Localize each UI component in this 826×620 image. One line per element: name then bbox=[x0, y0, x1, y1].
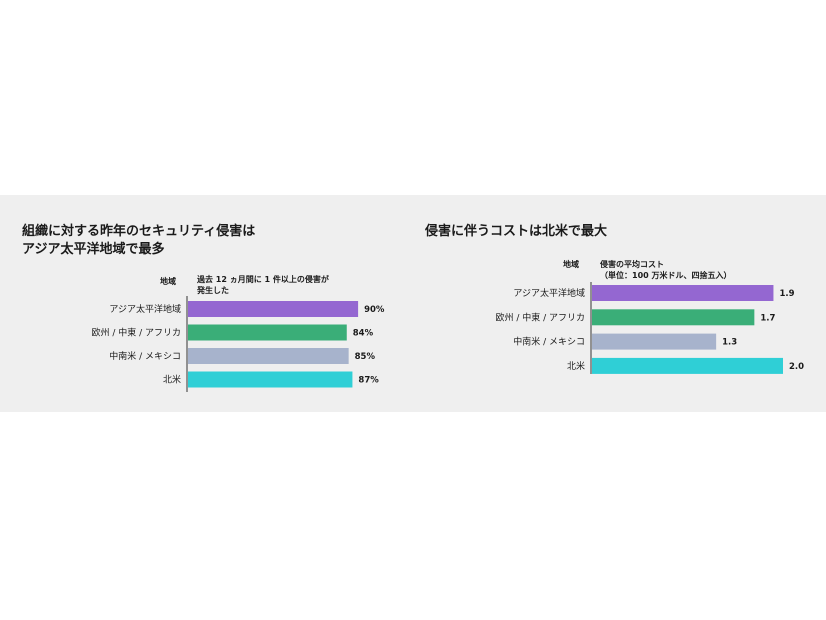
chart-panel-background bbox=[0, 195, 826, 412]
chart1-value-label: 87% bbox=[358, 376, 379, 386]
chart2-bar bbox=[592, 357, 783, 374]
chart2-category-label: 中南米 / メキシコ bbox=[513, 336, 585, 348]
chart1-title: 組織に対する昨年のセキュリティ侵害は アジア太平洋地域で最多 bbox=[22, 223, 342, 259]
chart1-value-label: 85% bbox=[355, 352, 376, 362]
chart2-bar bbox=[592, 333, 717, 350]
chart1-bar bbox=[188, 371, 353, 388]
chart1-value-header-line2: 発生した bbox=[197, 286, 229, 295]
chart1-category-label: アジア太平洋地域 bbox=[109, 303, 181, 315]
chart1-value-label: 84% bbox=[353, 329, 374, 339]
chart2-bar bbox=[592, 285, 774, 301]
chart1-title-line1: 組織に対する昨年のセキュリティ侵害は bbox=[22, 224, 256, 239]
chart1-category-label: 北米 bbox=[163, 374, 181, 386]
chart1-bar bbox=[188, 301, 359, 317]
chart2-category-label: アジア太平洋地域 bbox=[513, 287, 585, 299]
chart2-value-header: 侵害の平均コスト （単位：100 万米ドル、四捨五入） bbox=[600, 259, 820, 281]
chart1-value-label: 90% bbox=[364, 305, 385, 315]
chart2-value-label: 1.9 bbox=[779, 289, 794, 299]
chart2-bar bbox=[592, 309, 755, 326]
chart2-title-line1: 侵害に伴うコストは北米で最大 bbox=[425, 224, 608, 239]
chart2-value-label: 1.3 bbox=[722, 338, 737, 348]
chart1-category-label: 中南米 / メキシコ bbox=[109, 350, 181, 362]
chart1-category-header: 地域 bbox=[160, 277, 176, 286]
chart2-value-label: 2.0 bbox=[789, 362, 804, 372]
chart2-category-label: 欧州 / 中東 / アフリカ bbox=[495, 311, 585, 323]
chart2-category-header: 地域 bbox=[563, 260, 579, 269]
chart1-title-line2: アジア太平洋地域で最多 bbox=[22, 242, 165, 257]
chart1-bar bbox=[188, 348, 349, 364]
chart2-category-label: 北米 bbox=[567, 360, 585, 372]
chart1-bar bbox=[188, 324, 347, 341]
chart2-value-header-line2: （単位：100 万米ドル、四捨五入） bbox=[600, 271, 732, 280]
chart1-category-label: 欧州 / 中東 / アフリカ bbox=[91, 327, 181, 339]
chart1-value-header-line1: 過去 12 ヵ月間に 1 件以上の侵害が bbox=[197, 275, 329, 284]
chart2-title: 侵害に伴うコストは北米で最大 bbox=[425, 223, 755, 241]
chart1-value-header: 過去 12 ヵ月間に 1 件以上の侵害が 発生した bbox=[197, 274, 397, 296]
chart2-value-header-line1: 侵害の平均コスト bbox=[600, 260, 664, 269]
chart2-value-label: 1.7 bbox=[760, 313, 775, 323]
